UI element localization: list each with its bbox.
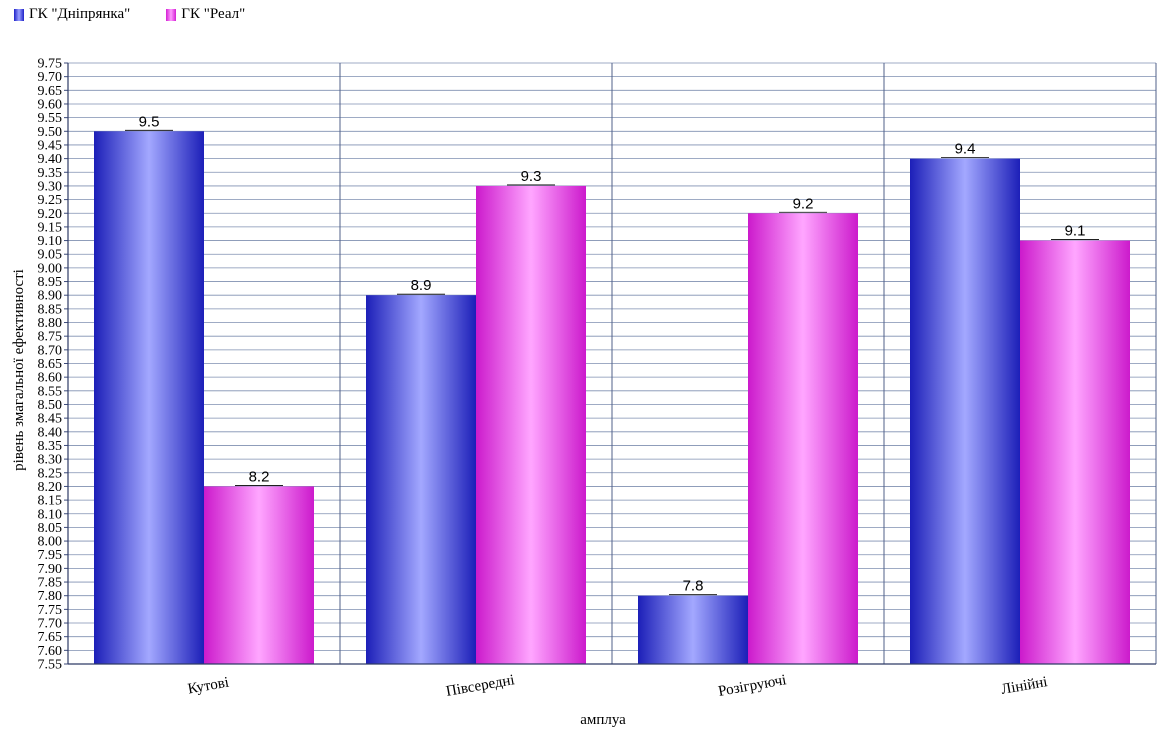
- y-tick-label: 9.60: [38, 97, 63, 112]
- y-tick-label: 7.85: [38, 576, 63, 591]
- y-tick-label: 7.70: [38, 617, 63, 632]
- y-tick-label: 8.75: [38, 330, 63, 345]
- legend-label-dniprianka: ГК "Дніпрянка": [29, 6, 131, 22]
- y-tick-label: 8.00: [38, 535, 63, 550]
- y-tick-label: 7.75: [38, 603, 63, 618]
- y-tick-label: 8.45: [38, 412, 63, 427]
- legend-swatch-real: [166, 8, 177, 21]
- y-tick-label: 7.55: [38, 658, 63, 673]
- y-tick-label: 8.40: [38, 425, 63, 440]
- y-tick-label: 7.65: [38, 630, 63, 645]
- data-label: 9.2: [793, 195, 814, 212]
- data-label: 9.3: [521, 168, 542, 185]
- y-tick-label: 8.65: [38, 357, 63, 372]
- y-tick-label: 9.75: [38, 57, 63, 72]
- y-tick-label: 8.80: [38, 316, 63, 331]
- legend-item-real: ГК "Реал": [166, 6, 245, 23]
- y-tick-label: 8.35: [38, 439, 63, 454]
- bar-dniprianka-0: [94, 131, 204, 664]
- y-tick-label: 8.05: [38, 521, 63, 536]
- x-category-label: Лінійні: [1000, 674, 1049, 698]
- bar-real-3: [1020, 240, 1130, 664]
- data-label: 8.2: [249, 468, 270, 485]
- chart-legend: ГК "Дніпрянка" ГК "Реал": [14, 6, 245, 23]
- y-tick-label: 9.40: [38, 152, 63, 167]
- bar-real-0: [204, 486, 314, 664]
- y-tick-label: 9.35: [38, 166, 63, 181]
- y-tick-label: 9.70: [38, 70, 63, 85]
- bar-dniprianka-1: [366, 295, 476, 664]
- y-tick-label: 8.95: [38, 275, 63, 290]
- y-tick-label: 8.55: [38, 384, 63, 399]
- y-tick-label: 8.50: [38, 398, 63, 413]
- y-tick-label: 8.85: [38, 302, 63, 317]
- data-label: 7.8: [683, 578, 704, 595]
- y-tick-label: 7.90: [38, 562, 63, 577]
- bar-dniprianka-2: [638, 595, 748, 664]
- y-tick-label: 8.10: [38, 507, 63, 522]
- legend-item-dniprianka: ГК "Дніпрянка": [14, 6, 130, 23]
- bar-real-1: [476, 185, 586, 664]
- y-tick-label: 8.15: [38, 494, 63, 509]
- y-tick-label: 9.50: [38, 125, 63, 140]
- legend-label-real: ГК "Реал": [181, 6, 246, 22]
- data-label: 9.4: [955, 141, 976, 158]
- y-tick-label: 9.20: [38, 207, 63, 222]
- y-tick-label: 7.95: [38, 548, 63, 563]
- y-tick-label: 9.30: [38, 179, 63, 194]
- y-tick-label: 9.55: [38, 111, 63, 126]
- x-axis-title: амплуа: [580, 712, 626, 728]
- y-tick-label: 9.25: [38, 193, 63, 208]
- y-tick-label: 9.45: [38, 138, 63, 153]
- y-tick-label: 9.10: [38, 234, 63, 249]
- y-tick-label: 8.60: [38, 371, 63, 386]
- y-tick-label: 9.65: [38, 84, 63, 99]
- y-tick-label: 8.90: [38, 289, 63, 304]
- x-category-label: Півсередні: [445, 672, 516, 700]
- y-tick-label: 8.30: [38, 453, 63, 468]
- y-tick-label: 9.15: [38, 220, 63, 235]
- legend-swatch-dniprianka: [14, 8, 24, 21]
- data-label: 9.5: [139, 113, 160, 130]
- bar-real-2: [748, 213, 858, 664]
- data-label: 9.1: [1065, 223, 1086, 240]
- data-label: 8.9: [411, 277, 432, 294]
- x-category-label: Кутові: [186, 675, 230, 698]
- x-category-label: Розігруючі: [717, 672, 788, 700]
- y-tick-label: 9.05: [38, 248, 63, 263]
- y-tick-label: 8.25: [38, 466, 63, 481]
- y-tick-label: 7.80: [38, 589, 63, 604]
- bar-dniprianka-3: [910, 158, 1020, 664]
- y-tick-label: 8.20: [38, 480, 63, 495]
- y-axis-title: рівень змагальної ефективності: [11, 269, 27, 471]
- y-tick-label: 7.60: [38, 644, 63, 659]
- y-tick-label: 9.00: [38, 261, 63, 276]
- y-tick-label: 8.70: [38, 343, 63, 358]
